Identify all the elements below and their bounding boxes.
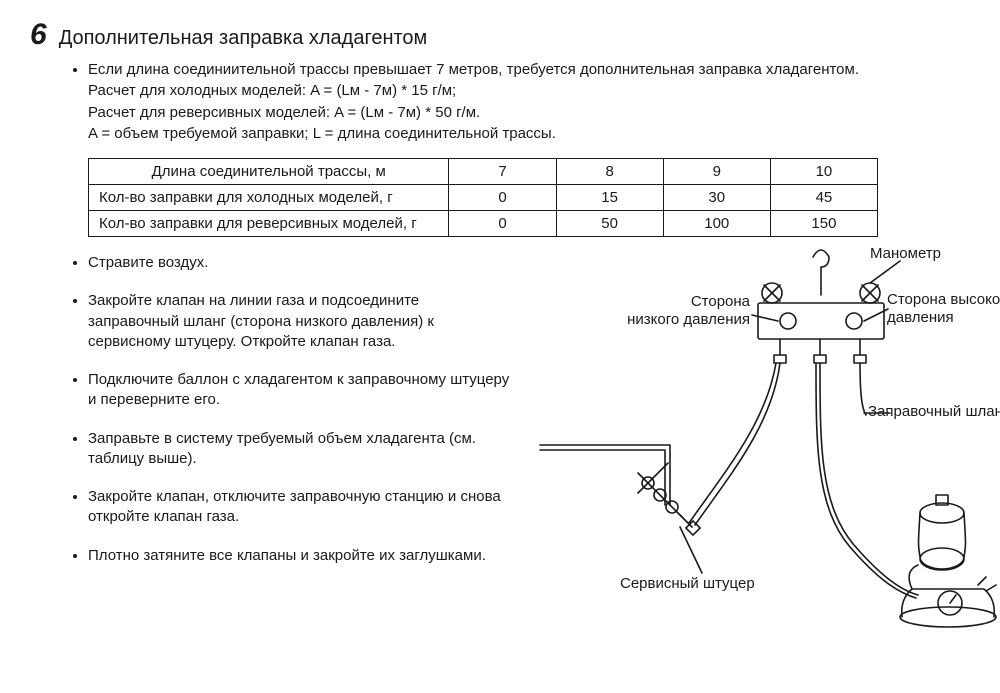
steps-column: Стравите воздух. Закройте клапан на лини… [30, 245, 520, 584]
label-charge-hose: Заправочный шланг [868, 403, 1000, 421]
step-item: Закройте клапан на линии газа и подсоеди… [88, 291, 510, 352]
intro-item: Если длина соединиительной трассы превыш… [88, 60, 970, 144]
step-item: Плотно затяните все клапаны и закройте и… [88, 546, 510, 566]
table-cell: 100 [663, 211, 770, 237]
table: Длина соединительной трассы, м 7 8 9 10 … [88, 158, 878, 237]
label-high-side: Сторона высокогодавления [887, 291, 1000, 327]
table-cell: 30 [663, 185, 770, 211]
refrigerant-table: Длина соединительной трассы, м 7 8 9 10 … [88, 158, 878, 237]
label-text: Сторонанизкого давления [627, 293, 750, 328]
step-item: Заправьте в систему требуемый объем хлад… [88, 429, 510, 470]
table-header-cell: 10 [770, 159, 877, 185]
label-text: Сторона высокогодавления [887, 291, 1000, 326]
step-item: Закройте клапан, отключите заправочную с… [88, 487, 510, 528]
table-row: Кол-во заправки для холодных моделей, г … [89, 185, 878, 211]
table-header-cell: Длина соединительной трассы, м [89, 159, 449, 185]
table-cell: 50 [556, 211, 663, 237]
table-header-cell: 7 [449, 159, 556, 185]
section-heading: 6 Дополнительная заправка хладагентом [30, 20, 970, 50]
step-number: 6 [30, 20, 47, 50]
page-root: 6 Дополнительная заправка хладагентом Ес… [0, 0, 1000, 625]
label-low-side: Сторонанизкого давления [618, 293, 750, 329]
table-cell: 0 [449, 211, 556, 237]
intro-line: Расчет для холодных моделей: A = (Lм - 7… [88, 81, 970, 101]
intro-line: Если длина соединиительной трассы превыш… [88, 60, 970, 80]
intro-block: Если длина соединиительной трассы превыш… [88, 60, 970, 144]
table-row: Длина соединительной трассы, м 7 8 9 10 [89, 159, 878, 185]
step-item: Стравите воздух. [88, 253, 510, 273]
diagram-column: Манометр Сторонанизкого давления Сторона… [520, 245, 970, 625]
table-row: Кол-во заправки для реверсивных моделей,… [89, 211, 878, 237]
table-cell: Кол-во заправки для реверсивных моделей,… [89, 211, 449, 237]
steps-list: Стравите воздух. Закройте клапан на лини… [30, 253, 510, 566]
intro-list: Если длина соединиительной трассы превыш… [30, 60, 970, 144]
table-cell: 15 [556, 185, 663, 211]
intro-line: Расчет для реверсивных моделей: A = (Lм … [88, 103, 970, 123]
table-header-cell: 9 [663, 159, 770, 185]
table-header-cell: 8 [556, 159, 663, 185]
table-cell: 0 [449, 185, 556, 211]
label-service-port: Сервисный штуцер [620, 575, 755, 593]
table-cell: 45 [770, 185, 877, 211]
step-item: Подключите баллон с хладагентом к заправ… [88, 370, 510, 411]
intro-line: A = объем требуемой заправки; L = длина … [88, 124, 970, 144]
step-title: Дополнительная заправка хладагентом [59, 27, 428, 50]
table-cell: 150 [770, 211, 877, 237]
lower-section: Стравите воздух. Закройте клапан на лини… [30, 245, 970, 625]
label-manometer: Манометр [870, 245, 941, 263]
table-cell: Кол-во заправки для холодных моделей, г [89, 185, 449, 211]
